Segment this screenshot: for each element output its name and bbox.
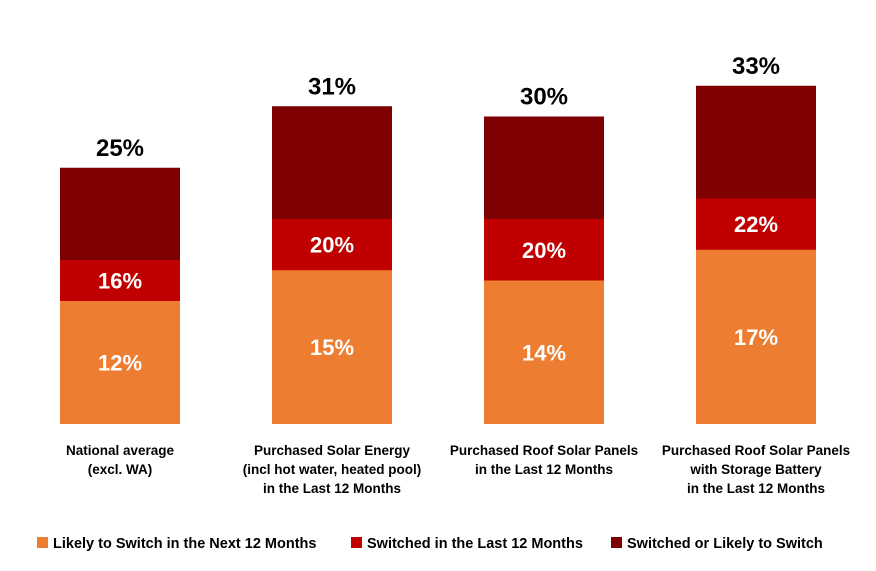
legend-swatch [351, 537, 362, 548]
data-label-total: 25% [96, 135, 144, 162]
category-label: in the Last 12 Months [475, 462, 613, 477]
legend-swatch [37, 537, 48, 548]
bar-likely [60, 301, 180, 424]
bar-likely [696, 249, 816, 424]
data-label-switched: 20% [310, 233, 354, 258]
data-label-total: 31% [308, 73, 356, 100]
data-label-likely: 17% [734, 325, 778, 350]
bar-likely [272, 270, 392, 424]
category-label: (excl. WA) [88, 462, 153, 477]
data-label-switched: 20% [522, 238, 566, 263]
data-label-total: 33% [732, 53, 780, 80]
category-label: in the Last 12 Months [687, 481, 825, 496]
data-label-total: 30% [520, 84, 568, 111]
legend-label: Switched in the Last 12 Months [367, 536, 583, 552]
category-label: in the Last 12 Months [263, 481, 401, 496]
bar-likely [484, 280, 604, 424]
data-label-likely: 14% [522, 340, 566, 365]
category-label: Purchased Roof Solar Panels [450, 443, 638, 458]
legend-label: Likely to Switch in the Next 12 Months [53, 536, 316, 552]
data-label-switched: 16% [98, 269, 142, 294]
category-label: Purchased Solar Energy [254, 443, 411, 458]
data-label-switched: 22% [734, 212, 778, 237]
category-label: Purchased Roof Solar Panels [662, 443, 850, 458]
legend-swatch [611, 537, 622, 548]
category-label: (incl hot water, heated pool) [243, 462, 422, 477]
legend-label: Switched or Likely to Switch [627, 536, 823, 552]
category-label: with Storage Battery [689, 462, 822, 477]
category-label: National average [66, 443, 175, 458]
data-label-likely: 12% [98, 351, 142, 376]
data-label-likely: 15% [310, 335, 354, 360]
